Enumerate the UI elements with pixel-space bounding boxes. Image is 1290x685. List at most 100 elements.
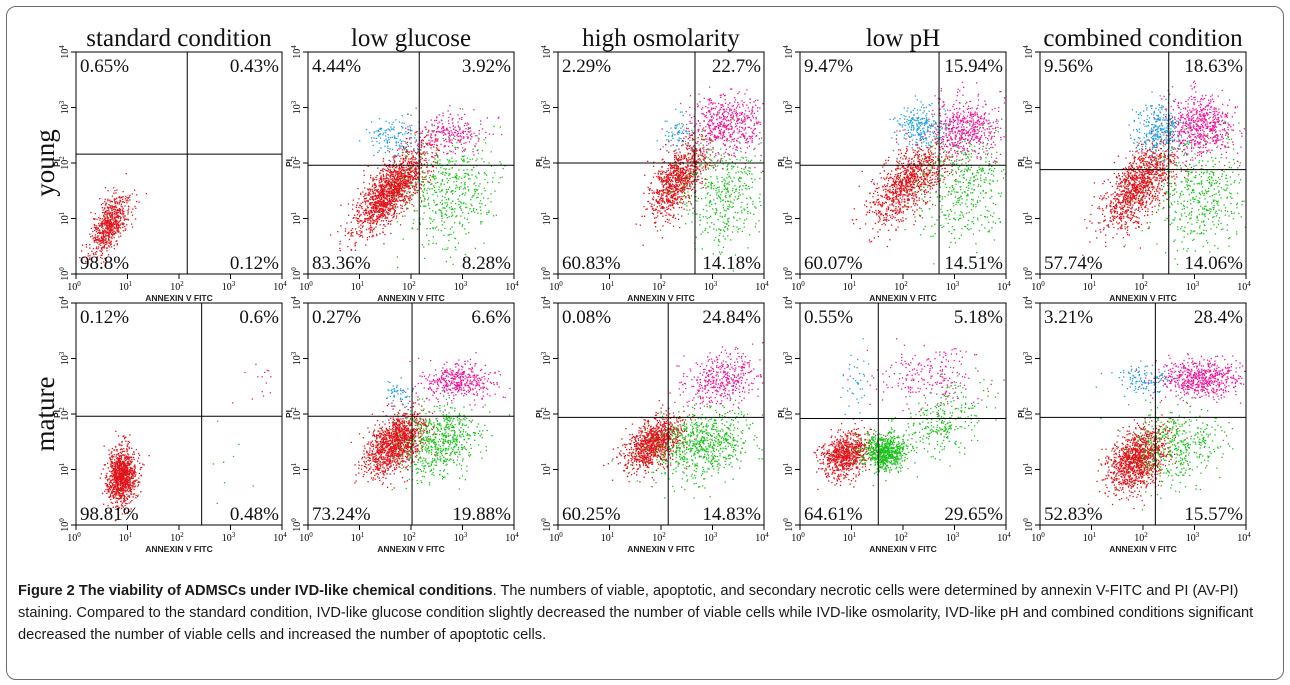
cell-dot	[670, 202, 671, 203]
cell-dot	[713, 199, 714, 200]
cell-dot	[367, 220, 368, 221]
cell-dot	[484, 172, 485, 173]
cell-dot	[375, 219, 376, 220]
cell-dot	[100, 245, 101, 246]
cell-dot	[381, 177, 382, 178]
cell-dot	[723, 94, 724, 95]
cell-dot	[747, 138, 748, 139]
cell-dot	[116, 220, 117, 221]
cell-dot	[494, 172, 495, 173]
cell-dot	[743, 223, 744, 224]
cell-dot	[400, 208, 401, 209]
cell-dot	[724, 116, 725, 117]
cell-dot	[481, 158, 482, 159]
cell-dot	[406, 151, 407, 152]
cell-dot	[352, 235, 353, 236]
cell-dot	[648, 201, 649, 202]
cell-dot	[401, 212, 402, 213]
cell-dot	[430, 145, 431, 146]
cell-dot	[366, 210, 367, 211]
cell-dot	[392, 194, 393, 195]
cell-dot	[751, 113, 752, 114]
cell-dot	[443, 126, 444, 127]
cell-dot	[387, 148, 388, 149]
cell-dot	[459, 129, 460, 130]
cell-dot	[477, 197, 478, 198]
cell-dot	[416, 131, 417, 132]
cell-dot	[673, 217, 674, 218]
cell-dot	[680, 188, 681, 189]
cell-dot	[465, 192, 466, 193]
cell-dot	[459, 195, 460, 196]
cell-dot	[704, 161, 705, 162]
cell-dot	[403, 179, 404, 180]
cell-dot	[115, 223, 116, 224]
cell-dot	[361, 208, 362, 209]
cell-dot	[396, 177, 397, 178]
cell-dot	[487, 182, 488, 183]
cell-dot	[676, 180, 677, 181]
cell-dot	[710, 184, 711, 185]
cell-dot	[452, 190, 453, 191]
cell-dot	[380, 203, 381, 204]
cell-dot	[439, 131, 440, 132]
cell-dot	[117, 224, 118, 225]
cell-dot	[447, 182, 448, 183]
cell-dot	[692, 135, 693, 136]
cell-dot	[719, 197, 720, 198]
cell-dot	[453, 125, 454, 126]
cell-dot	[388, 181, 389, 182]
cell-dot	[423, 195, 424, 196]
cell-dot	[412, 179, 413, 180]
cell-dot	[456, 135, 457, 136]
cell-dot	[442, 127, 443, 128]
cell-dot	[720, 126, 721, 127]
cell-dot	[718, 245, 719, 246]
cell-dot	[724, 156, 725, 157]
cell-dot	[449, 105, 450, 106]
cell-dot	[105, 218, 106, 219]
cell-dot	[678, 177, 679, 178]
cell-dot	[676, 199, 677, 200]
cell-dot	[395, 174, 396, 175]
cell-dot	[435, 176, 436, 177]
cell-dot	[110, 213, 111, 214]
cell-dot	[685, 136, 686, 137]
cell-dot	[664, 178, 665, 179]
cell-dot	[448, 199, 449, 200]
cell-dot	[715, 108, 716, 109]
cell-dot	[752, 201, 753, 202]
cell-dot	[118, 228, 119, 229]
cell-dot	[380, 186, 381, 187]
cell-dot	[735, 99, 736, 100]
cell-dot	[361, 214, 362, 215]
cell-dot	[671, 188, 672, 189]
cell-dot	[674, 191, 675, 192]
cell-dot	[701, 131, 702, 132]
cell-dot	[669, 200, 670, 201]
cell-dot	[742, 231, 743, 232]
cell-dot	[408, 161, 409, 162]
cell-dot	[134, 206, 135, 207]
cell-dot	[459, 127, 460, 128]
cell-dot	[754, 123, 755, 124]
cell-dot	[441, 212, 442, 213]
cell-dot	[361, 220, 362, 221]
cell-dot	[112, 220, 113, 221]
cell-dot	[674, 157, 675, 158]
cell-dot	[123, 211, 124, 212]
cell-dot	[656, 199, 657, 200]
cell-dot	[705, 157, 706, 158]
cell-dot	[661, 203, 662, 204]
cell-dot	[104, 237, 105, 238]
cell-dot	[689, 185, 690, 186]
cell-dot	[732, 118, 733, 119]
cell-dot	[699, 101, 700, 102]
cell-dot	[686, 170, 687, 171]
y-tick-label: 104	[290, 45, 303, 59]
cell-dot	[420, 206, 421, 207]
cell-dot	[718, 240, 719, 241]
cell-dot	[668, 206, 669, 207]
cell-dot	[685, 196, 686, 197]
cell-dot	[657, 192, 658, 193]
